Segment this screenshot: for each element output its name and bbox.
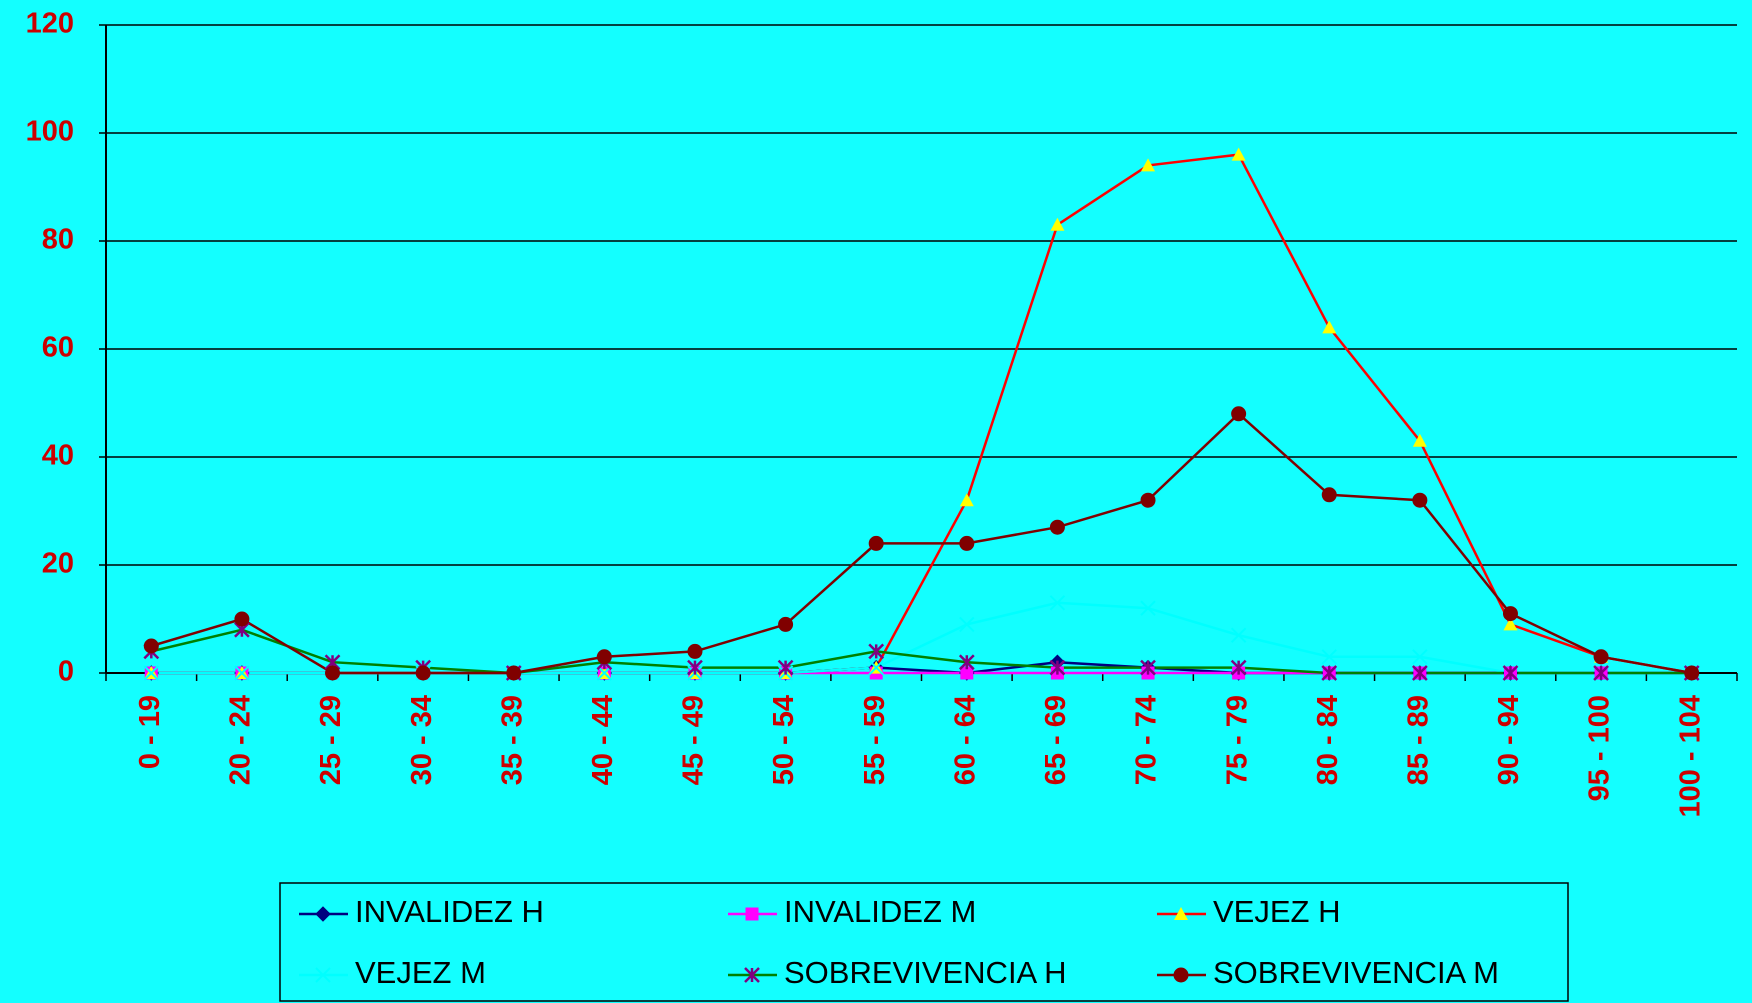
- legend-marker: [1173, 967, 1189, 983]
- marker: [1049, 519, 1065, 535]
- marker: [1140, 659, 1156, 676]
- legend-label: VEJEZ M: [355, 955, 486, 990]
- marker: [868, 643, 885, 660]
- marker: [1321, 649, 1337, 665]
- x-tick-label: 65 - 69: [1040, 695, 1072, 785]
- marker: [1411, 665, 1428, 681]
- marker: [959, 493, 974, 507]
- marker: [143, 665, 160, 681]
- legend-label: INVALIDEZ M: [784, 894, 976, 929]
- marker: [143, 638, 159, 654]
- legend-label: SOBREVIVENCIA M: [1213, 955, 1499, 990]
- x-tick-label: 90 - 94: [1493, 695, 1525, 785]
- x-tick-label: 50 - 54: [768, 695, 800, 785]
- marker: [1140, 600, 1156, 616]
- marker: [506, 665, 522, 681]
- x-tick-label: 30 - 34: [406, 695, 438, 785]
- marker: [1231, 406, 1247, 422]
- marker: [596, 649, 612, 665]
- x-tick-label: 45 - 49: [678, 695, 710, 785]
- x-tick-label: 40 - 44: [587, 695, 619, 785]
- x-tick-label: 80 - 84: [1312, 695, 1344, 785]
- legend-label: VEJEZ H: [1213, 894, 1340, 929]
- legend-label: INVALIDEZ H: [355, 894, 544, 929]
- marker: [1412, 433, 1427, 447]
- marker: [1050, 217, 1065, 231]
- marker: [1141, 158, 1156, 172]
- marker: [1049, 659, 1066, 676]
- legend-marker: [1174, 907, 1188, 920]
- marker: [1321, 665, 1338, 681]
- marker: [1412, 649, 1428, 665]
- legend-marker: [745, 907, 759, 921]
- marker: [687, 659, 703, 676]
- marker: [1502, 606, 1518, 622]
- y-tick-label: 80: [42, 224, 74, 256]
- x-tick-label: 70 - 74: [1131, 695, 1163, 785]
- y-tick-label: 40: [42, 440, 74, 472]
- x-tick-label: 75 - 79: [1221, 695, 1253, 785]
- marker: [325, 665, 341, 681]
- marker: [1593, 649, 1609, 665]
- x-tick-label: 95 - 100: [1584, 695, 1616, 801]
- series-line: [151, 628, 1692, 675]
- legend-marker: [315, 967, 331, 983]
- x-tick-label: 20 - 24: [225, 695, 257, 785]
- legend-marker: [315, 906, 331, 922]
- x-tick-label: 60 - 64: [949, 695, 981, 785]
- marker: [1322, 320, 1337, 334]
- marker: [1684, 665, 1700, 681]
- legend-box: [279, 882, 1569, 1002]
- marker: [1502, 665, 1519, 681]
- marker: [234, 611, 250, 627]
- marker: [1503, 617, 1518, 631]
- marker: [1140, 492, 1156, 508]
- y-tick-label: 100: [26, 116, 74, 148]
- marker: [1230, 659, 1247, 676]
- marker: [958, 654, 975, 671]
- marker: [1049, 595, 1066, 611]
- marker: [777, 659, 794, 676]
- marker: [959, 535, 975, 551]
- marker: [234, 665, 250, 681]
- marker: [1593, 665, 1609, 681]
- x-tick-label: 25 - 29: [315, 695, 347, 785]
- marker: [1321, 487, 1337, 503]
- x-tick-label: 85 - 89: [1403, 695, 1435, 785]
- legend-label: SOBREVIVENCIA H: [784, 955, 1067, 990]
- series-line: [150, 412, 1692, 675]
- x-tick-label: 0 - 19: [134, 695, 166, 769]
- y-tick-label: 20: [42, 548, 74, 580]
- marker: [778, 616, 794, 632]
- x-tick-label: 55 - 59: [859, 695, 891, 785]
- marker: [1231, 147, 1246, 161]
- x-tick-label: 35 - 39: [496, 695, 528, 785]
- y-tick-label: 60: [42, 332, 74, 364]
- marker: [1230, 627, 1247, 643]
- marker: [868, 535, 884, 551]
- x-tick-label: 100 - 104: [1674, 695, 1706, 818]
- marker: [687, 643, 703, 659]
- marker: [1412, 492, 1428, 508]
- marker: [415, 665, 431, 681]
- y-tick-label: 0: [58, 656, 74, 688]
- y-tick-label: 120: [26, 8, 74, 40]
- legend-marker: [744, 967, 760, 983]
- marker: [868, 659, 884, 676]
- marker: [959, 616, 975, 633]
